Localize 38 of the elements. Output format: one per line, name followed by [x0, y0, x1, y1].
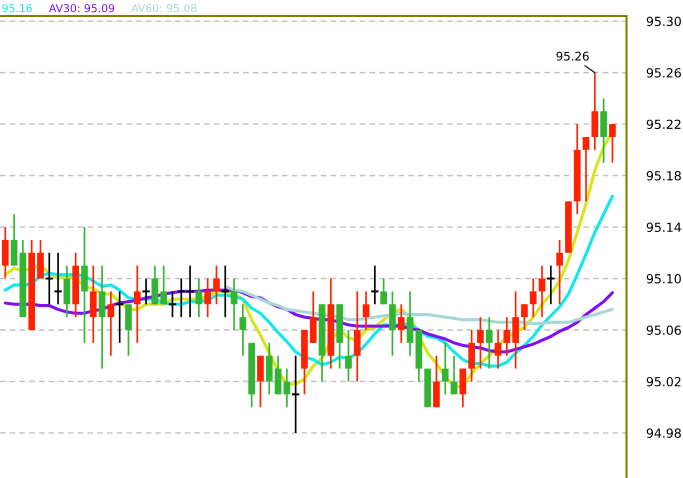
y-tick-label: 95.30: [646, 16, 681, 26]
candlestick: [486, 316, 493, 370]
y-tick-label: 95.06: [646, 325, 681, 335]
candlestick: [556, 239, 563, 306]
text: AV30: 95.09: [48, 4, 114, 12]
candlestick: [450, 354, 458, 396]
annotation: 95.26: [556, 52, 589, 61]
y-tick-label: 95.10: [646, 274, 681, 284]
candlestick: [530, 278, 537, 318]
candlestick: [196, 278, 202, 318]
candlestick: [108, 290, 114, 357]
y-tick-label: 95.26: [646, 68, 681, 78]
text: 95.16: [2, 4, 32, 12]
candlestick: [521, 303, 528, 331]
candlestick: [582, 136, 590, 202]
candlestick: [609, 123, 616, 164]
y-tick-label: 94.98: [646, 428, 681, 438]
candlestick: [213, 264, 220, 306]
candlestick: [230, 278, 238, 331]
y-tick-label: 95.14: [646, 222, 682, 232]
candlestick: [160, 264, 168, 306]
candlestick: [240, 303, 246, 357]
candlestick: [362, 290, 370, 331]
candlestick: [538, 264, 546, 318]
text: AV60: 95.08: [131, 4, 196, 12]
candlestick: [494, 329, 502, 370]
candlestick: [380, 278, 387, 306]
y-tick-label: 95.22: [646, 120, 680, 130]
candlestick: [503, 316, 510, 357]
y-tick-label: 95.18: [646, 171, 681, 181]
candlestick: [134, 264, 141, 344]
candlestick: [442, 342, 449, 396]
candlestick: [345, 329, 352, 382]
candlestick: [398, 303, 405, 344]
candlestick: [204, 278, 212, 318]
candlestick: [284, 368, 290, 408]
y-tick-label: 95.02: [646, 376, 680, 386]
candlestick: [477, 316, 484, 370]
